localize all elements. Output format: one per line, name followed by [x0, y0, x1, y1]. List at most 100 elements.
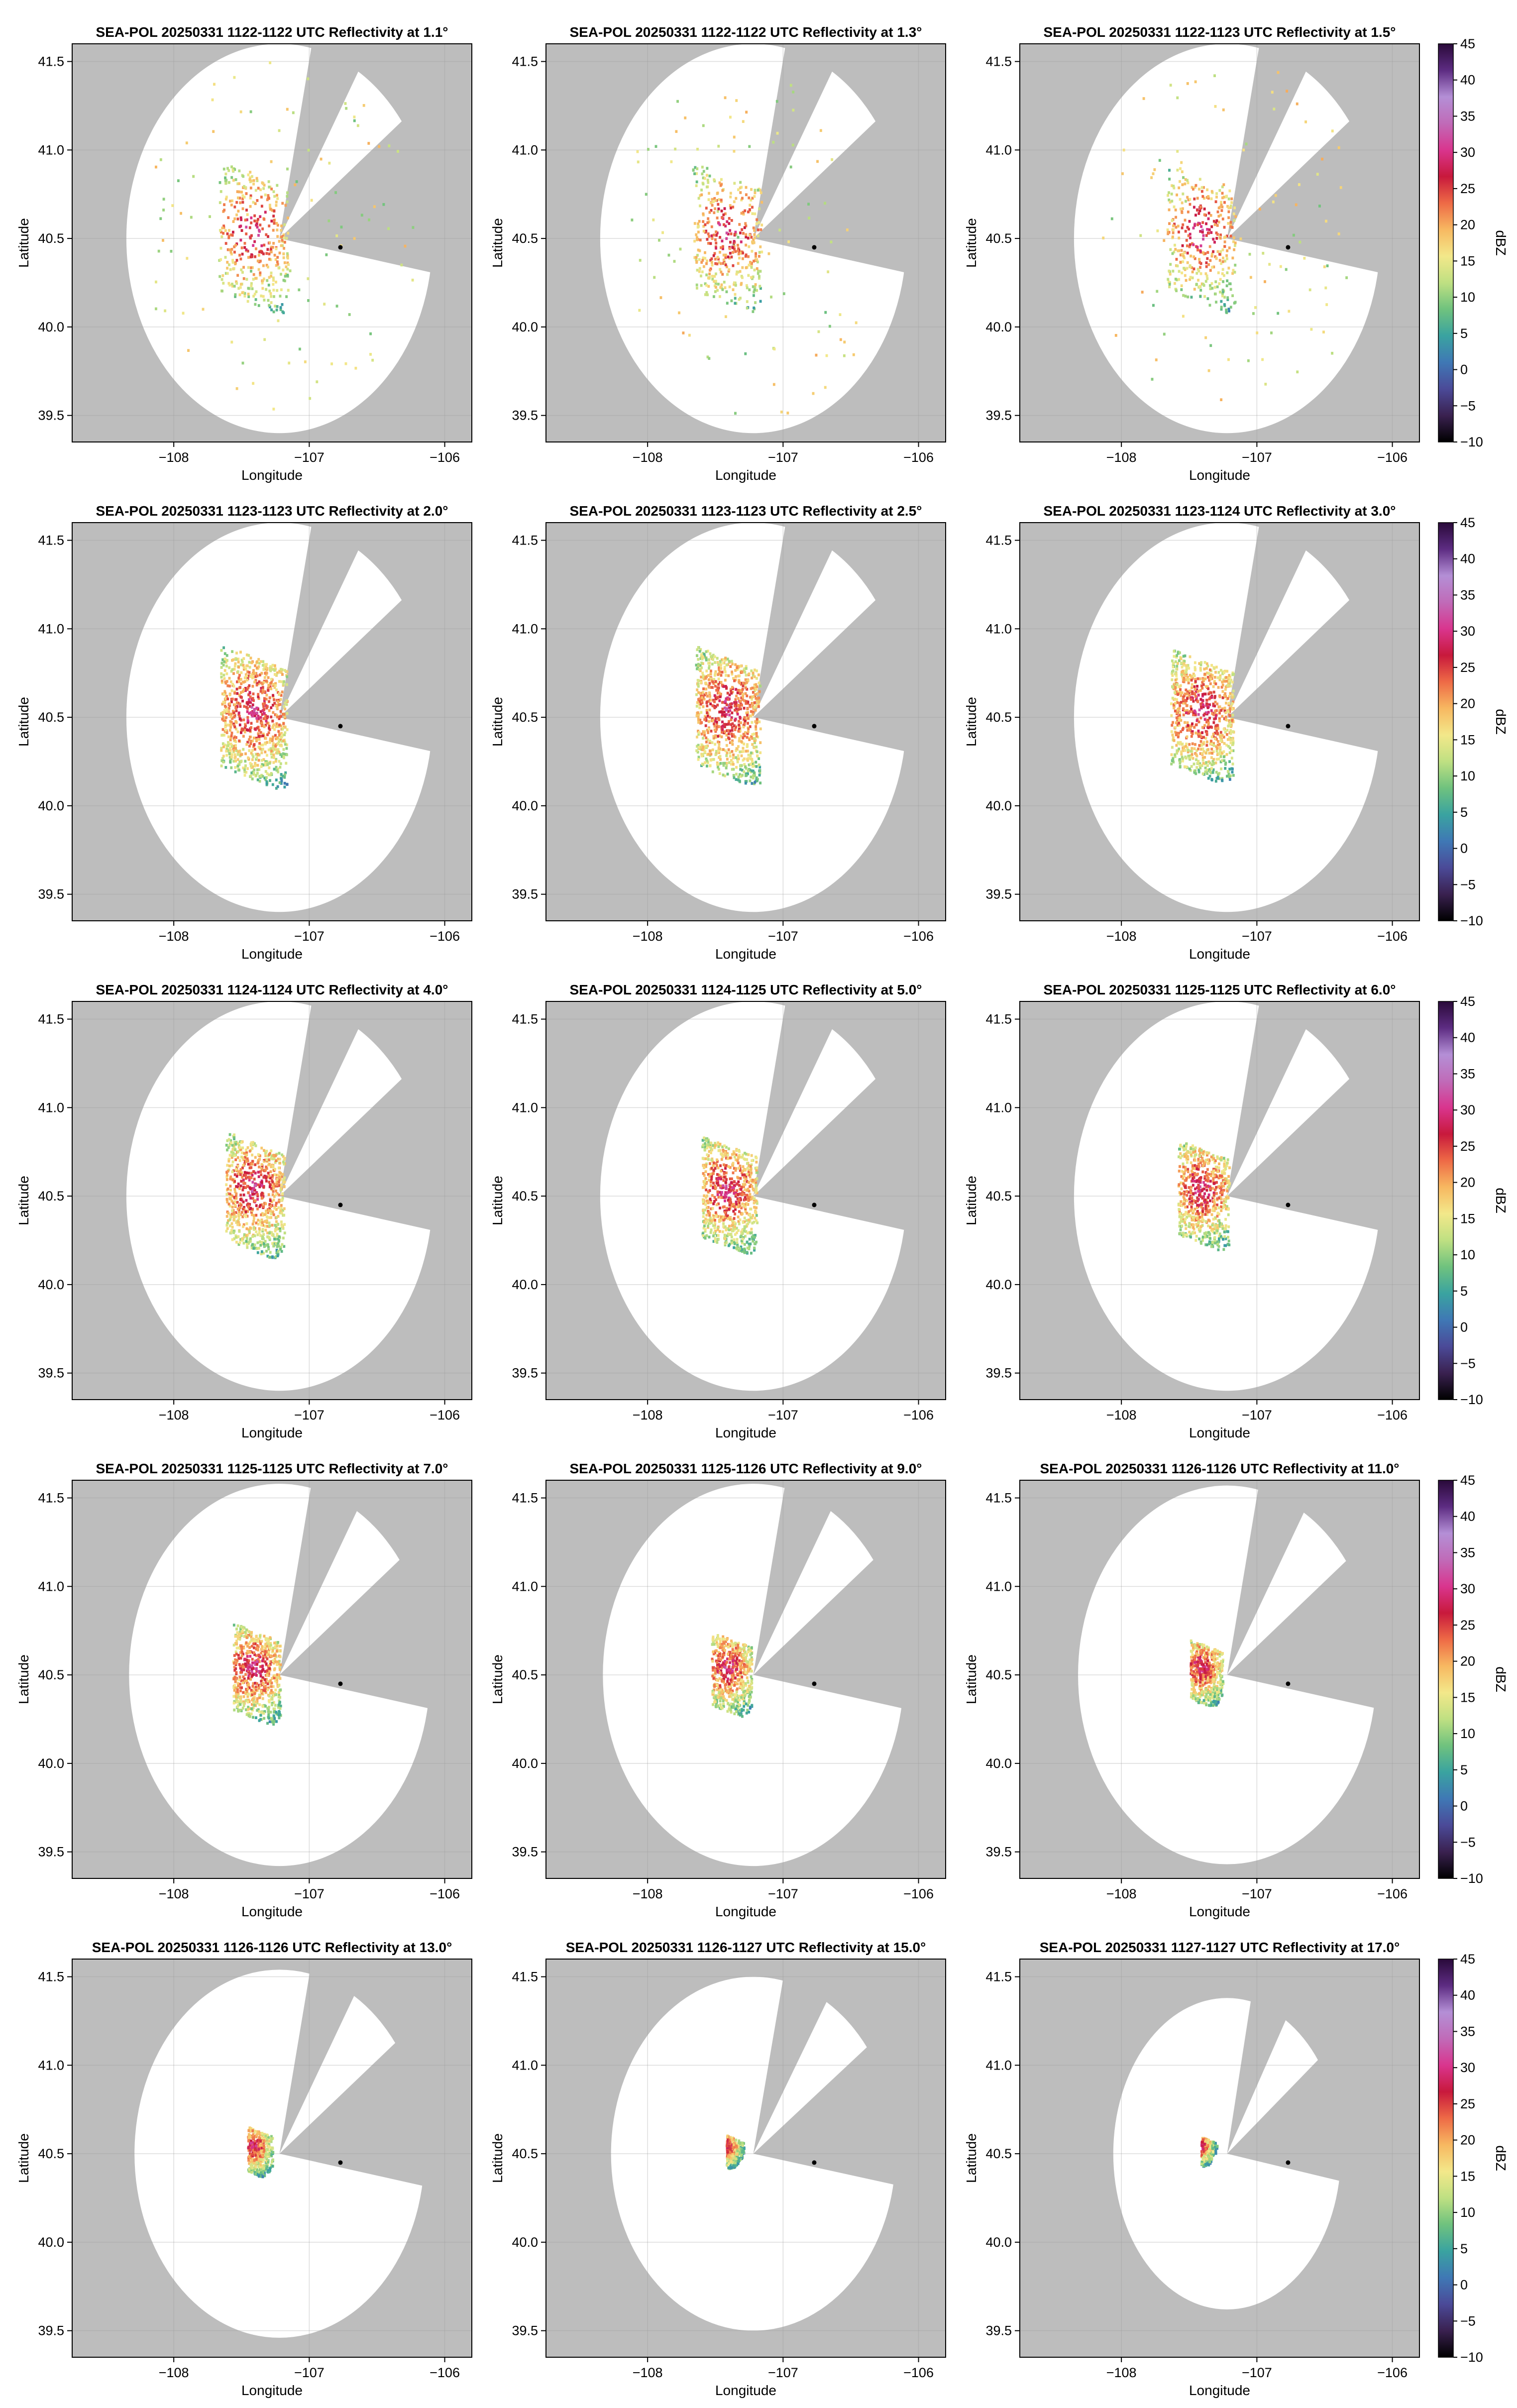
reflectivity-cell [724, 1215, 727, 1218]
reflectivity-cell [696, 667, 698, 670]
reflectivity-cell [234, 1234, 237, 1237]
reflectivity-cell [727, 674, 730, 677]
reflectivity-cell [276, 289, 279, 292]
reflectivity-cell [707, 731, 710, 734]
reflectivity-cell [1168, 198, 1171, 202]
reflectivity-cell [261, 287, 264, 290]
reflectivity-cell [755, 688, 758, 691]
reflectivity-cell [261, 682, 264, 686]
reflectivity-cell [1191, 683, 1193, 686]
reflectivity-cell [721, 713, 724, 716]
reflectivity-cell [725, 1156, 728, 1160]
reflectivity-cell [706, 714, 709, 718]
reflectivity-cell [741, 228, 744, 231]
reflectivity-cell [1264, 280, 1266, 283]
reflectivity-cell [241, 1188, 244, 1192]
reflectivity-cell [1198, 762, 1201, 766]
reflectivity-cell [735, 688, 738, 691]
reflectivity-cell [157, 249, 160, 253]
reflectivity-cell [304, 360, 307, 363]
reflectivity-cell [269, 1176, 272, 1180]
reflectivity-cell [283, 713, 286, 716]
reflectivity-cell [724, 678, 727, 682]
reflectivity-cell [229, 268, 232, 271]
reflectivity-cell [733, 240, 736, 243]
reflectivity-cell [281, 310, 284, 314]
reflectivity-cell [825, 354, 828, 357]
reflectivity-cell [251, 1207, 254, 1211]
reflectivity-cell [257, 746, 260, 749]
reflectivity-cell [285, 747, 288, 750]
reflectivity-cell [746, 694, 749, 697]
reflectivity-cell [229, 715, 232, 719]
reflectivity-cell [1185, 699, 1188, 702]
reflectivity-cell [258, 742, 261, 745]
reflectivity-cell [254, 1144, 257, 1147]
reflectivity-cell [1202, 683, 1205, 686]
reflectivity-cell [269, 1204, 272, 1207]
reflectivity-cell [708, 1162, 711, 1165]
reflectivity-cell [1179, 691, 1182, 694]
reflectivity-cell [1182, 697, 1185, 701]
reflectivity-cell [278, 680, 281, 683]
reflectivity-cell [744, 1207, 747, 1211]
reflectivity-cell [279, 1209, 282, 1212]
reflectivity-cell [223, 743, 226, 747]
reflectivity-cell [263, 708, 266, 711]
reflectivity-cell [236, 1164, 239, 1168]
reflectivity-cell [739, 767, 742, 771]
reflectivity-cell [1214, 670, 1217, 674]
reflectivity-cell [229, 761, 232, 764]
reflectivity-cell [758, 207, 761, 211]
reflectivity-cell [757, 673, 760, 676]
reflectivity-cell [232, 1229, 235, 1233]
reflectivity-cell [702, 705, 705, 708]
reflectivity-cell [1224, 692, 1227, 695]
reflectivity-cell [1232, 749, 1235, 753]
reflectivity-cell [1190, 750, 1192, 753]
reflectivity-cell [1202, 237, 1204, 241]
reflectivity-cell [250, 673, 253, 676]
reflectivity-cell [1232, 700, 1235, 704]
reflectivity-cell [1339, 186, 1342, 189]
reflectivity-cell [717, 257, 720, 261]
reflectivity-cell [286, 675, 289, 678]
reflectivity-cell [708, 1150, 711, 1153]
reflectivity-cell [743, 718, 746, 721]
reflectivity-cell [281, 1192, 284, 1196]
reflectivity-cell [1217, 271, 1220, 274]
reflectivity-cell [231, 658, 233, 662]
reflectivity-cell [695, 233, 698, 236]
y-tick-label: 40.0 [38, 798, 64, 813]
reflectivity-cell [852, 353, 855, 356]
reflectivity-cell [695, 258, 698, 261]
reflectivity-cell [272, 310, 275, 314]
reflectivity-cell [271, 209, 274, 212]
reflectivity-cell [1208, 752, 1211, 755]
reflectivity-cell [724, 253, 727, 257]
reflectivity-cell [1229, 204, 1232, 208]
reflectivity-cell [722, 685, 725, 688]
reflectivity-cell [1187, 724, 1190, 727]
reflectivity-cell [250, 1213, 253, 1216]
reflectivity-cell [253, 1189, 256, 1192]
reflectivity-cell [269, 208, 272, 211]
reflectivity-cell [248, 660, 251, 664]
reflectivity-cell [724, 701, 727, 704]
reflectivity-cell [704, 682, 707, 685]
reflectivity-cell [1187, 234, 1190, 237]
reflectivity-cell [1174, 755, 1177, 758]
reflectivity-cell [240, 682, 243, 685]
reflectivity-cell [756, 258, 758, 261]
reflectivity-cell [267, 748, 270, 752]
reflectivity-cell [742, 733, 745, 736]
reflectivity-cell [708, 708, 711, 712]
reflectivity-cell [1231, 226, 1234, 229]
reflectivity-cell [746, 736, 749, 739]
reflectivity-cell [1167, 231, 1170, 234]
reflectivity-cell [244, 219, 247, 221]
reflectivity-cell [744, 719, 747, 723]
panel-frame [72, 1001, 472, 1400]
reflectivity-cell [265, 252, 268, 255]
reflectivity-cell [1222, 280, 1225, 283]
